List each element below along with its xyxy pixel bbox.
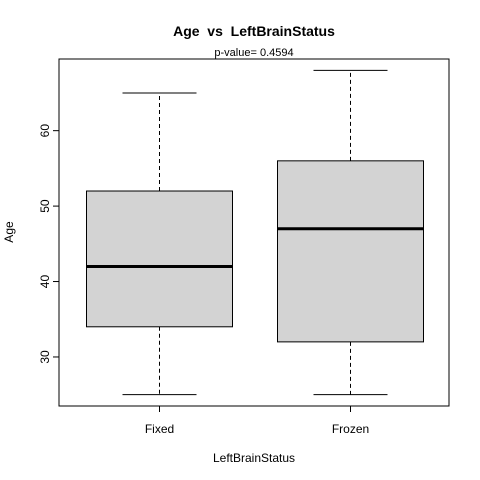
x-axis: Fixed Frozen xyxy=(145,406,369,436)
y-axis-label: Age xyxy=(2,221,16,243)
y-tick-label: 40 xyxy=(38,275,52,289)
x-axis-label: LeftBrainStatus xyxy=(213,451,295,465)
chart-subtitle: p-value= 0.4594 xyxy=(214,47,293,59)
y-tick-label: 50 xyxy=(38,199,52,213)
y-tick-label: 60 xyxy=(38,124,52,138)
x-tick-label-fixed: Fixed xyxy=(145,422,174,436)
box-frozen xyxy=(277,69,424,396)
iqr-box-fixed xyxy=(86,190,233,328)
box-fixed xyxy=(86,92,233,396)
y-axis: 30 40 50 60 xyxy=(38,124,60,364)
y-tick-label: 30 xyxy=(38,350,52,364)
chart-title: Age vs LeftBrainStatus xyxy=(173,23,335,39)
boxes-layer xyxy=(86,69,424,396)
x-tick-label-frozen: Frozen xyxy=(332,422,369,436)
iqr-box-frozen xyxy=(277,160,424,343)
